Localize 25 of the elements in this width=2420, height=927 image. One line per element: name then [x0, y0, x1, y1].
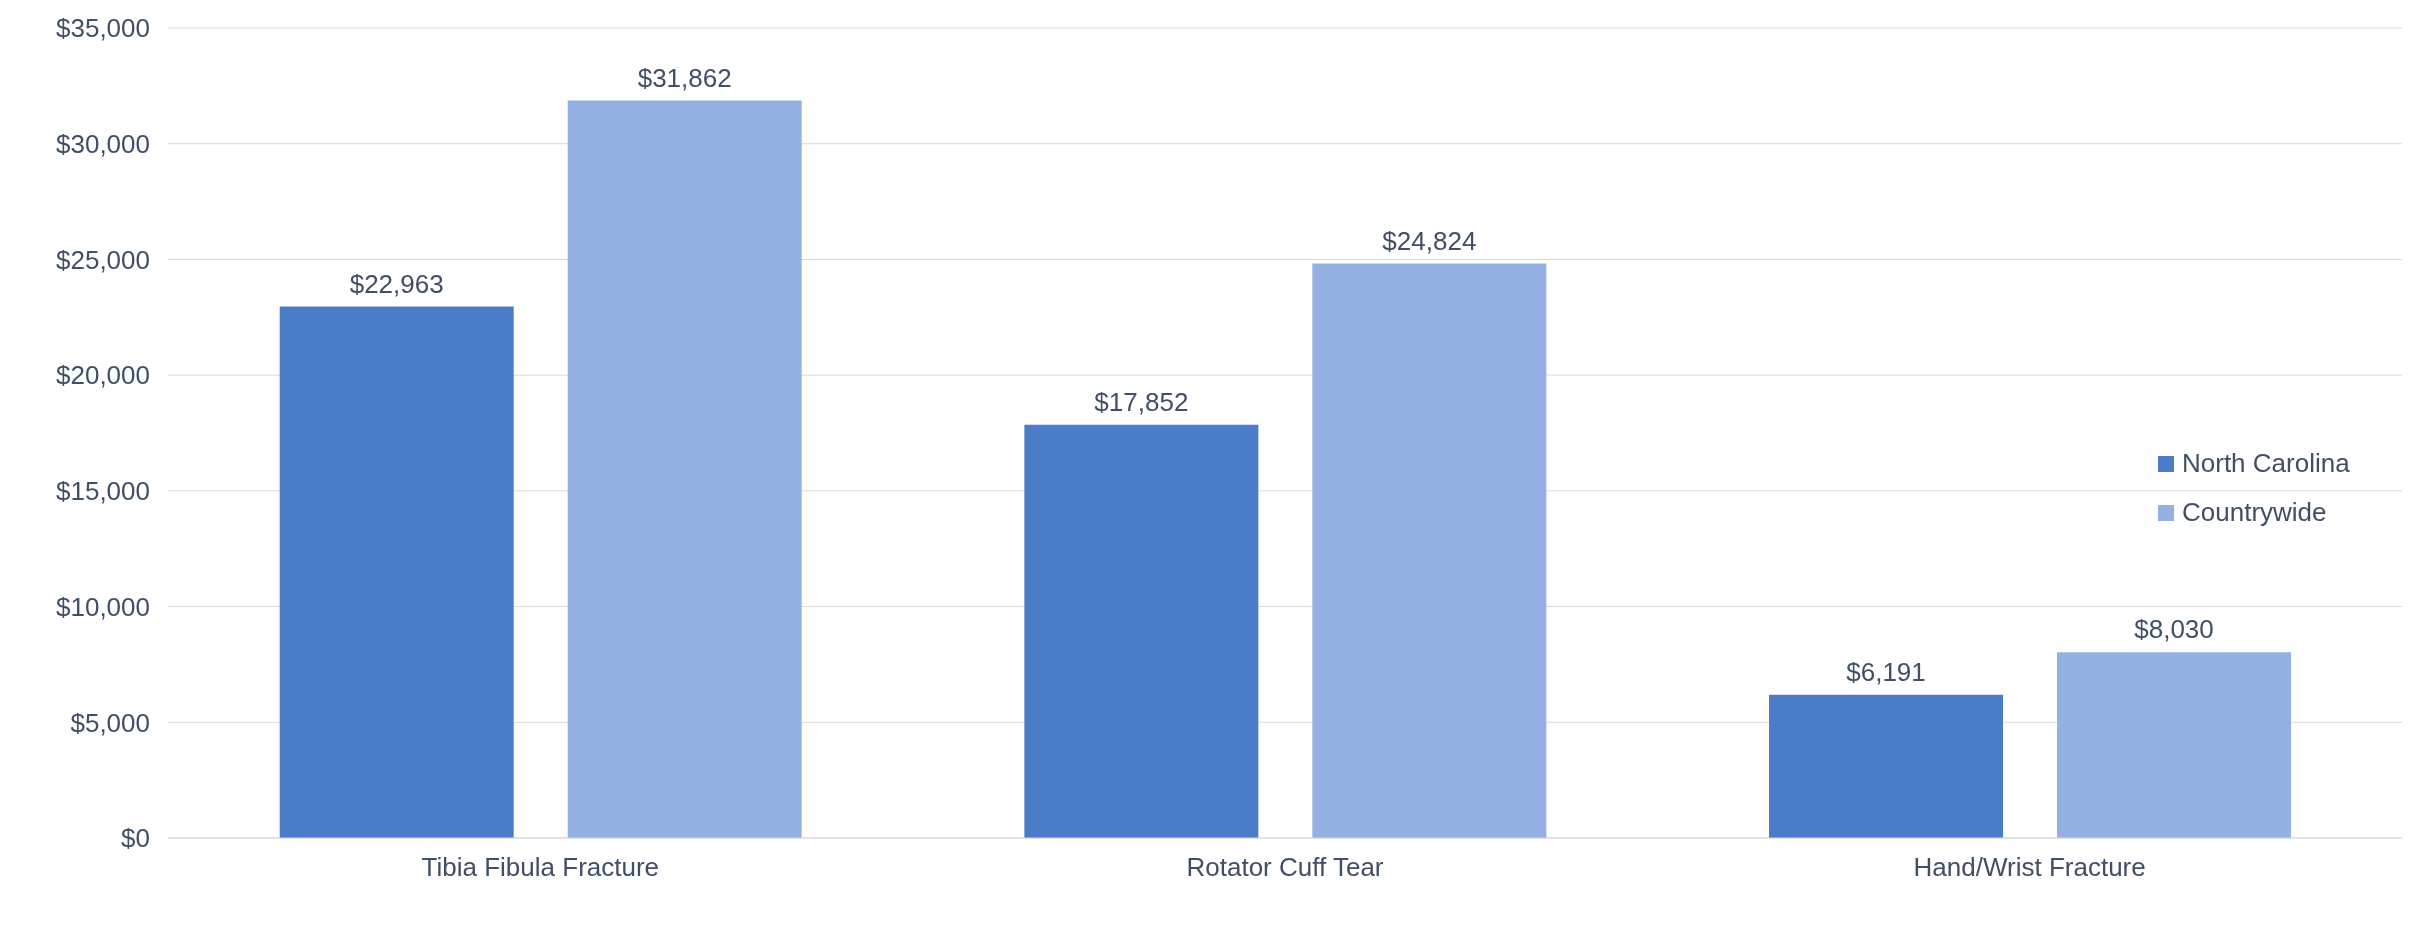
data-label: $6,191 [1846, 656, 1926, 687]
y-tick-label: $20,000 [56, 360, 150, 391]
bar [1312, 263, 1547, 838]
y-tick-label: $10,000 [56, 591, 150, 622]
y-tick-label: $0 [121, 823, 150, 854]
bar [279, 306, 514, 838]
y-tick-label: $30,000 [56, 128, 150, 159]
y-tick-label: $5,000 [70, 707, 150, 738]
x-tick-label: Rotator Cuff Tear [1186, 852, 1384, 883]
y-tick-label: $35,000 [56, 13, 150, 44]
data-label: $17,852 [1094, 386, 1189, 417]
bar [1024, 424, 1259, 838]
bar [1769, 694, 2004, 838]
data-label: $8,030 [2134, 614, 2214, 645]
legend-label: North Carolina [2182, 448, 2350, 479]
bar [567, 100, 802, 838]
bar [2057, 652, 2292, 838]
x-tick-label: Tibia Fibula Fracture [421, 852, 660, 883]
data-label: $24,824 [1382, 225, 1477, 256]
data-label: $31,862 [637, 62, 732, 93]
y-tick-label: $25,000 [56, 244, 150, 275]
x-tick-label: Hand/Wrist Fracture [1913, 852, 2146, 883]
data-label: $22,963 [349, 268, 444, 299]
y-tick-label: $15,000 [56, 476, 150, 507]
legend-label: Countrywide [2182, 497, 2327, 528]
